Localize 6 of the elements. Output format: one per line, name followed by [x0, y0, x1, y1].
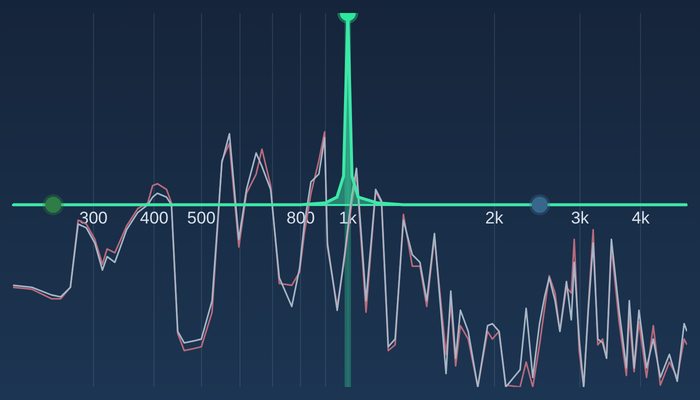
x-tick-label: 4k	[632, 208, 650, 228]
x-tick-label: 500	[187, 208, 216, 228]
x-tick-label: 3k	[570, 208, 590, 228]
x-tick-label: 300	[79, 208, 108, 228]
x-tick-label: 400	[140, 208, 168, 228]
x-tick-label: 2k	[485, 208, 504, 228]
